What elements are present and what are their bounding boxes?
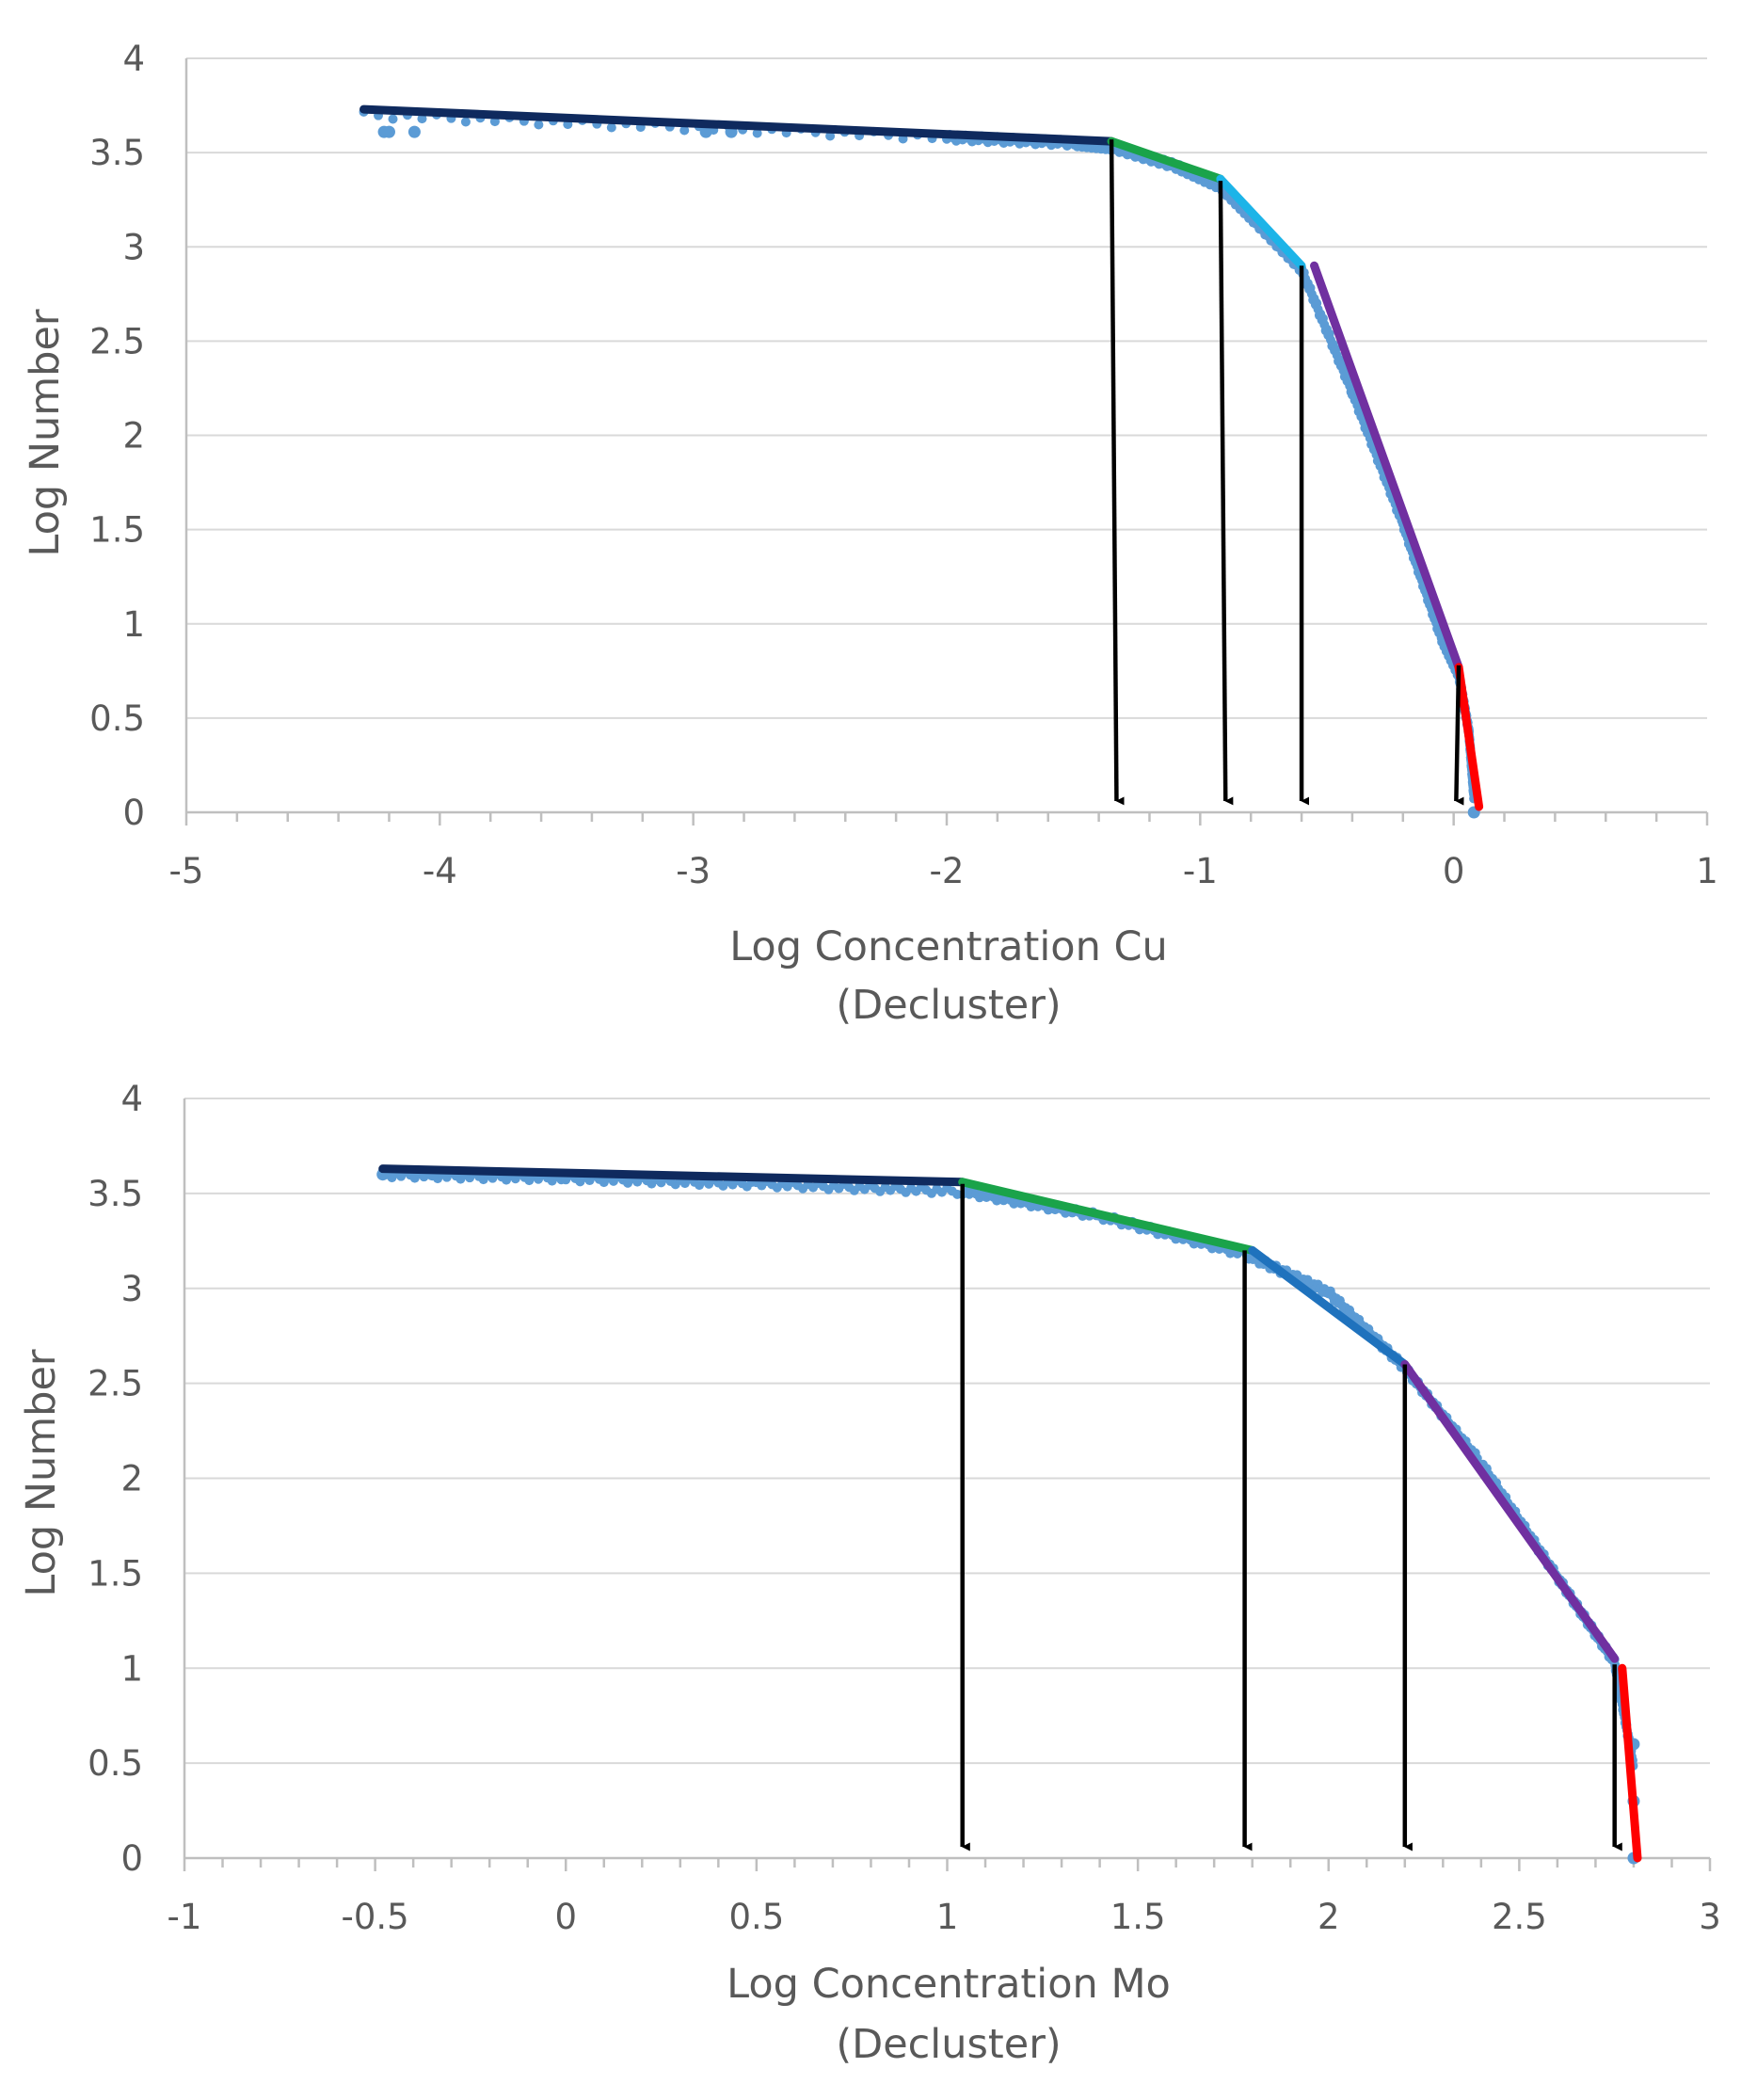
chart-mo: 0 0.5 1 1.5 2 2.5 3 3.5 4 -1 -0.5 0 0.5 1 1.5 2 2.5 3 Log… bbox=[18, 1079, 1721, 2068]
x-tick-label-cu: -5 bbox=[169, 851, 204, 891]
fit-segment-mo-5 bbox=[1618, 1663, 1642, 1863]
fit-segment-mo-4 bbox=[1400, 1359, 1620, 1663]
x-tick-label-mo: 0.5 bbox=[728, 1897, 784, 1937]
x-tick-label-mo: 1 bbox=[936, 1897, 959, 1937]
x-axis-title-mo-line1: Log Concentration Mo bbox=[727, 1961, 1171, 2008]
y-tick-label-cu: 1.5 bbox=[89, 510, 145, 551]
x-tick-label-mo: -1 bbox=[168, 1897, 202, 1937]
x-tick-label-mo: 1.5 bbox=[1110, 1897, 1166, 1937]
scatter-outlier-cu bbox=[382, 125, 395, 138]
scatter-point-cu bbox=[417, 114, 427, 124]
y-tick-label-mo: 0.5 bbox=[88, 1743, 143, 1784]
y-tick-label-cu: 2.5 bbox=[89, 321, 145, 361]
scatter-point-cu bbox=[388, 114, 398, 124]
scatter-outlier-cu bbox=[407, 125, 421, 138]
threshold-arrow-cu-2 bbox=[1218, 181, 1234, 806]
x-tick-label-mo: 2 bbox=[1318, 1897, 1340, 1937]
y-tick-label-cu: 2 bbox=[122, 416, 145, 457]
x-tick-label-cu: -4 bbox=[423, 851, 457, 891]
scatter-point-cu bbox=[606, 122, 616, 133]
x-tick-label-mo: 0 bbox=[554, 1897, 577, 1937]
y-tick-label-mo: 3.5 bbox=[88, 1174, 143, 1214]
x-tick-label-cu: -1 bbox=[1183, 851, 1218, 891]
scatter-point-cu bbox=[752, 128, 762, 138]
x-tick-label-cu: -3 bbox=[676, 851, 711, 891]
y-tick-label-mo: 4 bbox=[120, 1079, 143, 1119]
fit-segment-cu-2 bbox=[1107, 136, 1225, 184]
y-tick-label-cu: 3.5 bbox=[89, 133, 145, 173]
y-tick-label-cu: 1 bbox=[122, 604, 145, 645]
threshold-arrow-cu-1 bbox=[1109, 139, 1125, 806]
fit-segment-cu-3 bbox=[1216, 174, 1306, 270]
x-axis-title-cu-line2: (Decluster) bbox=[836, 982, 1061, 1029]
x-axis-title-cu-line1: Log Concentration Cu bbox=[729, 923, 1168, 970]
y-axis-title-mo: Log Number bbox=[18, 1349, 65, 1597]
y-tick-label-cu: 4 bbox=[122, 39, 145, 79]
y-tick-label-mo: 2.5 bbox=[88, 1364, 143, 1404]
y-tick-label-mo: 3 bbox=[120, 1269, 143, 1309]
fit-segment-mo-1 bbox=[378, 1164, 967, 1187]
scatter-point-cu bbox=[534, 120, 544, 130]
y-tick-label-mo: 1.5 bbox=[88, 1553, 143, 1594]
fit-segment-cu-1 bbox=[359, 104, 1116, 146]
y-tick-label-cu: 0 bbox=[122, 793, 145, 833]
scatter-outlier-cu bbox=[699, 125, 712, 138]
y-tick-label-cu: 3 bbox=[122, 227, 145, 267]
threshold-arrow-cu-4 bbox=[1454, 665, 1464, 806]
x-tick-label-cu: -2 bbox=[930, 851, 965, 891]
x-tick-label-mo: -0.5 bbox=[342, 1897, 409, 1937]
fit-segment-cu-4 bbox=[1310, 261, 1463, 672]
y-tick-label-mo: 2 bbox=[120, 1459, 143, 1499]
y-axis-title-cu: Log Number bbox=[22, 309, 69, 557]
fit-segment-cu-5 bbox=[1454, 663, 1484, 811]
chart-cu: 0 0.5 1 1.5 2 2.5 3 3.5 4 -5 -4 -3 -2 -1 0 1 Log Concen… bbox=[22, 39, 1718, 1029]
scatter-point-cu bbox=[460, 117, 471, 127]
x-tick-label-mo: 2.5 bbox=[1492, 1897, 1547, 1937]
x-tick-label-cu: 1 bbox=[1696, 851, 1718, 891]
fit-segment-mo-3 bbox=[1248, 1245, 1410, 1369]
fit-segment-mo-2 bbox=[958, 1178, 1257, 1255]
y-tick-label-mo: 0 bbox=[120, 1838, 143, 1879]
scatter-point-cu bbox=[825, 131, 836, 141]
y-tick-label-cu: 0.5 bbox=[89, 698, 145, 739]
x-tick-label-cu: 0 bbox=[1443, 851, 1465, 891]
scatter-point-cu bbox=[679, 125, 690, 136]
x-axis-title-mo-line2: (Decluster) bbox=[836, 2021, 1061, 2068]
x-tick-label-mo: 3 bbox=[1699, 1897, 1721, 1937]
y-tick-label-mo: 1 bbox=[120, 1648, 143, 1689]
